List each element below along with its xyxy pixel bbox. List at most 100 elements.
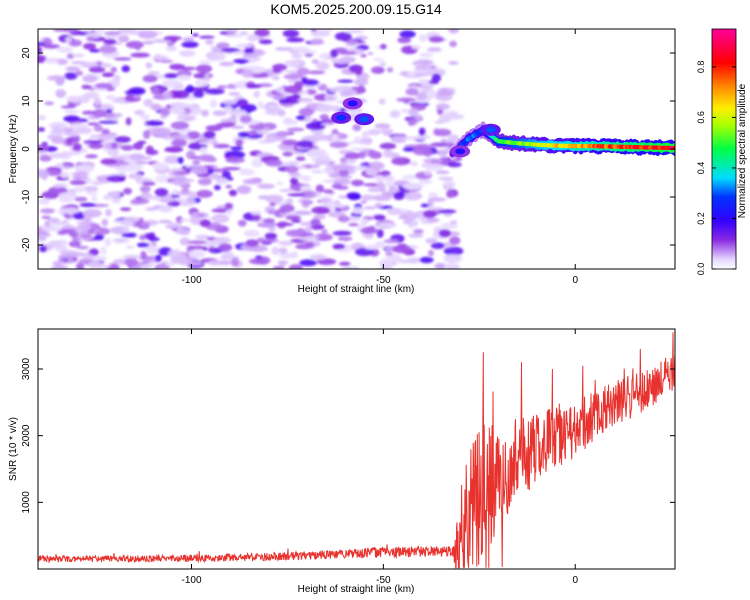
noise-blob xyxy=(52,125,63,135)
noise-blob xyxy=(285,198,294,206)
noise-blob xyxy=(184,139,197,143)
noise-blob xyxy=(170,101,187,110)
noise-blob xyxy=(278,253,297,259)
snr-line xyxy=(38,332,675,569)
noise-blob xyxy=(177,156,184,164)
noise-blob xyxy=(434,128,452,137)
noise-blob xyxy=(120,221,135,227)
noise-blob xyxy=(93,255,107,262)
noise-blob xyxy=(213,184,221,191)
noise-blob xyxy=(118,36,128,41)
noise-blob xyxy=(360,227,379,234)
noise-blob xyxy=(283,73,304,80)
noise-blob xyxy=(383,239,399,244)
noise-blob xyxy=(448,29,460,34)
noise-blob xyxy=(86,190,98,196)
noise-blob xyxy=(66,95,81,103)
noise-blob xyxy=(449,236,461,245)
noise-blob xyxy=(152,38,170,43)
noise-blob xyxy=(47,217,60,223)
spectrogram-heatmap xyxy=(38,29,675,269)
noise-blob xyxy=(402,136,420,141)
noise-blob xyxy=(380,257,394,267)
noise-blob xyxy=(299,259,317,267)
noise-blob xyxy=(291,219,302,223)
noise-blob xyxy=(111,142,118,150)
noise-blob xyxy=(293,210,313,216)
noise-blob xyxy=(110,155,128,161)
noise-blob xyxy=(383,131,393,136)
noise-blob xyxy=(158,198,174,203)
noise-blob xyxy=(301,199,314,205)
spectrogram-ylabel: Frequency (Hz) xyxy=(8,115,19,184)
noise-blob xyxy=(44,57,56,64)
noise-blob xyxy=(255,255,263,259)
noise-blob xyxy=(79,202,97,208)
noise-blob xyxy=(174,174,187,184)
hot-spot xyxy=(455,148,466,155)
y-tick-label: 3000 xyxy=(21,357,32,380)
noise-blob xyxy=(60,105,76,109)
snr-xlabel: Height of straight line (km) xyxy=(298,584,415,595)
noise-blob xyxy=(414,114,424,121)
noise-blob xyxy=(124,257,138,267)
noise-blob xyxy=(198,60,212,65)
noise-blob xyxy=(125,245,135,249)
noise-blob xyxy=(87,260,103,269)
noise-blob xyxy=(331,133,339,143)
noise-blob xyxy=(392,245,412,254)
noise-blob xyxy=(428,192,438,199)
noise-blob xyxy=(282,29,300,38)
noise-blob xyxy=(186,131,201,140)
colorbar-ticks: 0.0 0.2 0.4 0.6 0.8 xyxy=(696,61,736,275)
noise-blob xyxy=(38,198,50,205)
noise-blob xyxy=(63,110,80,114)
noise-blob xyxy=(368,151,382,158)
noise-blob xyxy=(216,42,230,49)
noise-blob xyxy=(164,73,179,79)
noise-blob xyxy=(38,144,49,152)
noise-blob xyxy=(51,137,65,144)
noise-blob xyxy=(209,99,218,109)
noise-blob xyxy=(299,185,313,191)
noise-blob xyxy=(236,98,249,107)
noise-blob xyxy=(331,105,341,113)
noise-blob xyxy=(383,175,395,183)
noise-blob xyxy=(173,90,190,99)
noise-blob xyxy=(243,230,260,237)
noise-blob xyxy=(217,243,233,252)
y-tick-label: 1000 xyxy=(21,491,32,514)
noise-blob xyxy=(273,96,284,101)
noise-blob xyxy=(350,179,364,187)
noise-blob xyxy=(278,240,294,246)
noise-blob xyxy=(147,71,160,75)
noise-blob xyxy=(136,242,150,248)
noise-blob xyxy=(257,195,271,200)
noise-blob xyxy=(203,131,216,139)
noise-blob xyxy=(81,84,91,90)
noise-blob xyxy=(360,200,367,204)
noise-blob xyxy=(158,220,173,224)
noise-blob xyxy=(188,245,207,250)
noise-blob xyxy=(142,130,151,139)
noise-blob xyxy=(123,216,140,223)
hot-spot xyxy=(347,100,358,107)
noise-blob xyxy=(70,252,87,257)
noise-blob xyxy=(339,90,353,98)
noise-blob xyxy=(231,257,239,267)
noise-blob xyxy=(53,184,63,189)
noise-blob xyxy=(310,133,329,141)
noise-blob xyxy=(163,136,175,140)
noise-blob xyxy=(413,72,430,77)
noise-blob xyxy=(85,212,95,219)
figure-title: KOM5.2025.200.09.15.G14 xyxy=(270,1,441,17)
noise-blob xyxy=(411,62,424,66)
noise-blob xyxy=(38,41,46,47)
noise-blob xyxy=(82,186,99,192)
noise-blob xyxy=(251,158,264,168)
noise-blob xyxy=(447,134,460,144)
noise-blob xyxy=(405,211,416,219)
noise-blob xyxy=(329,141,349,148)
noise-blob xyxy=(387,67,394,73)
noise-blob xyxy=(409,219,419,227)
